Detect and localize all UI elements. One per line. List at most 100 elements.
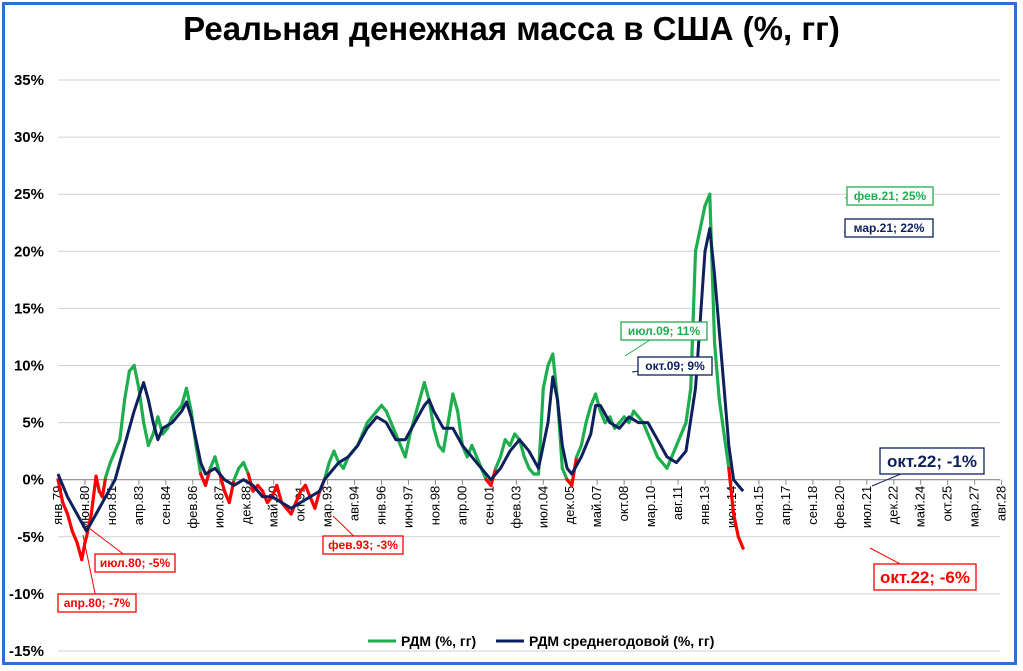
series-rdm-segment bbox=[456, 409, 464, 448]
callout-label: мар.21; 22% bbox=[854, 221, 925, 235]
series-rdm-segment bbox=[94, 474, 101, 493]
x-tick-label: июл.87 bbox=[212, 486, 227, 528]
x-tick-label: окт.08 bbox=[616, 486, 631, 522]
x-tick-label: сен.18 bbox=[805, 486, 820, 525]
x-tick-label: окт.25 bbox=[940, 486, 955, 522]
series-rdm-segment bbox=[413, 398, 422, 419]
x-tick-label: апр.00 bbox=[454, 486, 469, 526]
x-tick-label: апр.83 bbox=[131, 486, 146, 526]
series-rdm-segment bbox=[584, 403, 593, 425]
series-rdm-average-line bbox=[56, 227, 745, 533]
series-rdm-segment bbox=[232, 466, 241, 482]
x-tick-label: сен.01 bbox=[481, 486, 496, 525]
series-rdm-segment bbox=[70, 529, 79, 545]
callout-label: окт.22; -1% bbox=[887, 452, 977, 471]
series-rdm-segment bbox=[736, 535, 745, 550]
series-rdm-segment bbox=[594, 392, 602, 413]
series-rdm-segment bbox=[118, 398, 127, 442]
series-rdm-segment bbox=[674, 432, 683, 448]
callout-box bbox=[879, 447, 985, 475]
series-rdm-segment bbox=[123, 369, 131, 402]
series-rdm-segment bbox=[403, 432, 412, 459]
x-tick-label: ноя.15 bbox=[751, 486, 766, 526]
x-tick-label: янв.13 bbox=[697, 486, 712, 525]
x-tick-label: май.24 bbox=[913, 486, 928, 528]
series-rdm-segment bbox=[146, 432, 155, 448]
series-rdm-segment bbox=[113, 438, 122, 453]
x-tick-label: июл.04 bbox=[535, 486, 550, 528]
series-rdm-segment bbox=[103, 460, 112, 480]
series-rdm-segment bbox=[731, 512, 740, 539]
y-tick-label: 10% bbox=[14, 358, 44, 375]
series-rdm-segment bbox=[56, 478, 65, 505]
series-rdm-segment bbox=[275, 483, 284, 505]
series-rdm-segment bbox=[432, 426, 441, 448]
x-tick-label: мар.93 bbox=[320, 486, 335, 527]
series-rdm-segment bbox=[422, 381, 431, 402]
x-tick-label: сен.84 bbox=[158, 486, 173, 525]
callout-box bbox=[846, 186, 934, 206]
y-tick-label: -5% bbox=[17, 529, 44, 546]
x-tick-label: дек.05 bbox=[562, 486, 577, 525]
callout-label: фев.21; 25% bbox=[854, 189, 927, 203]
callout-leader bbox=[82, 534, 98, 604]
series-rdm-segment bbox=[142, 421, 150, 448]
series-rdm-segment bbox=[693, 226, 702, 253]
chart-title: Реальная денежная масса в США (%, гг) bbox=[183, 10, 840, 47]
series-rdm-segment bbox=[89, 474, 98, 516]
series-rdm-segment bbox=[108, 449, 117, 465]
x-tick-label: дек.88 bbox=[239, 486, 254, 525]
series-rdm-segment bbox=[522, 455, 531, 470]
callout-box bbox=[844, 218, 934, 238]
series-rdm-segment bbox=[313, 489, 322, 510]
series-rdm-segment bbox=[132, 363, 141, 390]
series-rdm-segment bbox=[184, 386, 193, 413]
series-rdm-segment bbox=[698, 204, 707, 231]
x-tick-label: янв.96 bbox=[374, 486, 389, 525]
x-tick-label: июн.80 bbox=[77, 486, 92, 528]
series-rdm-segment bbox=[451, 392, 460, 413]
series-rdm-segment bbox=[560, 466, 569, 482]
x-tick-label: июл.21 bbox=[859, 486, 874, 528]
x-tick-label: фев.86 bbox=[185, 486, 200, 529]
callout-box bbox=[620, 321, 708, 341]
series-rdm-segment bbox=[722, 432, 731, 470]
y-tick-label: 30% bbox=[14, 129, 44, 146]
series-rdm-segment bbox=[303, 483, 312, 499]
series-rdm-segment bbox=[384, 409, 393, 425]
x-tick-label: дек.22 bbox=[886, 486, 901, 525]
y-tick-label: 0% bbox=[22, 472, 44, 489]
series-rdm-segment bbox=[470, 443, 479, 459]
legend-label-rdm-average: РДМ среднегодовой (%, гг) bbox=[529, 633, 714, 649]
callout-label: окт.09; 9% bbox=[645, 359, 705, 373]
series-rdm-segment bbox=[712, 341, 721, 402]
series-rdm-segment bbox=[508, 432, 517, 448]
x-tick-label: мар.27 bbox=[967, 486, 982, 527]
series-rdm-segment bbox=[684, 386, 693, 425]
x-tick-label: мар.10 bbox=[643, 486, 658, 527]
series-rdm-segment bbox=[389, 421, 398, 436]
x-tick-label: май.07 bbox=[589, 486, 604, 528]
y-tick-label: 20% bbox=[14, 243, 44, 260]
series-rdm-segment bbox=[65, 512, 74, 533]
x-tick-label: апр.17 bbox=[778, 486, 793, 526]
series-rdm-segment bbox=[294, 489, 303, 505]
y-tick-label: 35% bbox=[14, 72, 44, 89]
series-rdm-segment bbox=[641, 421, 650, 436]
x-tick-label: фев.20 bbox=[832, 486, 847, 529]
series-rdm-segment bbox=[241, 460, 250, 476]
series-rdm-segment bbox=[360, 421, 369, 436]
series-rdm-segment bbox=[646, 432, 655, 448]
series-rdm-segment bbox=[598, 409, 607, 425]
series-rdm-segment bbox=[100, 475, 108, 499]
series-rdm-segment bbox=[61, 500, 70, 516]
y-tick-label: 5% bbox=[22, 415, 44, 432]
callout-label: окт.22; -6% bbox=[880, 568, 970, 587]
legend-label-rdm: РДМ (%, гг) bbox=[401, 633, 476, 649]
callout-box bbox=[322, 535, 404, 555]
x-tick-label: авг.94 bbox=[347, 486, 362, 521]
y-tick-label: -10% bbox=[9, 586, 44, 603]
callout-label: фев.93; -3% bbox=[328, 538, 398, 552]
y-tick-label: 15% bbox=[14, 300, 44, 317]
